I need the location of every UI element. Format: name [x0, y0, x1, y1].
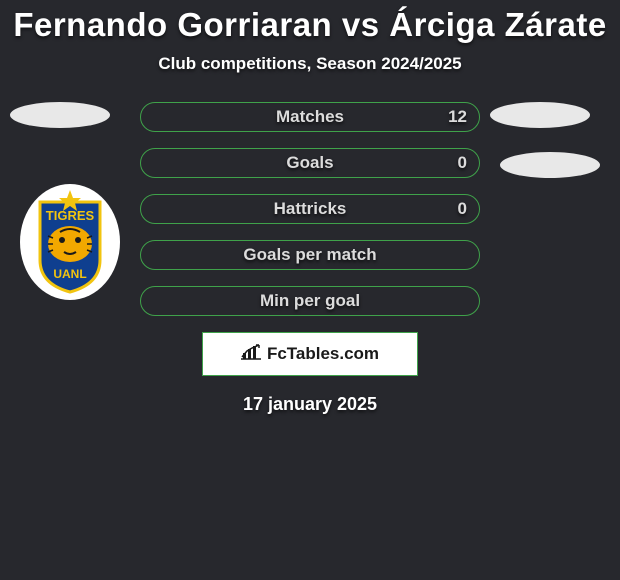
stat-value: 0 [458, 153, 467, 173]
subtitle: Club competitions, Season 2024/2025 [0, 54, 620, 74]
stat-row-goals: Goals 0 [140, 148, 480, 178]
club-badge-tigres: TIGRES UANL [20, 180, 120, 300]
stat-row-matches: Matches 12 [140, 102, 480, 132]
tigres-badge-icon: TIGRES UANL [20, 180, 120, 300]
placeholder-ellipse-right-top [490, 102, 590, 128]
bar-chart-icon [241, 343, 263, 366]
content-area: TIGRES UANL Matches 12 Goals 0 Hattricks… [0, 102, 620, 415]
placeholder-ellipse-right-second [500, 152, 600, 178]
stat-value: 12 [448, 107, 467, 127]
brand-attribution[interactable]: FcTables.com [202, 332, 418, 376]
stat-label: Min per goal [260, 291, 360, 311]
stat-row-goals-per-match: Goals per match [140, 240, 480, 270]
badge-text-top: TIGRES [46, 208, 95, 223]
stat-row-hattricks: Hattricks 0 [140, 194, 480, 224]
stat-label: Goals per match [243, 245, 376, 265]
badge-text-bottom: UANL [53, 267, 86, 281]
stat-row-min-per-goal: Min per goal [140, 286, 480, 316]
generation-date: 17 january 2025 [0, 394, 620, 415]
placeholder-ellipse-left [10, 102, 110, 128]
stat-value: 0 [458, 199, 467, 219]
stat-label: Hattricks [274, 199, 347, 219]
page-title: Fernando Gorriaran vs Árciga Zárate [0, 0, 620, 44]
stat-label: Matches [276, 107, 344, 127]
brand-name: FcTables.com [267, 344, 379, 364]
stat-label: Goals [286, 153, 333, 173]
